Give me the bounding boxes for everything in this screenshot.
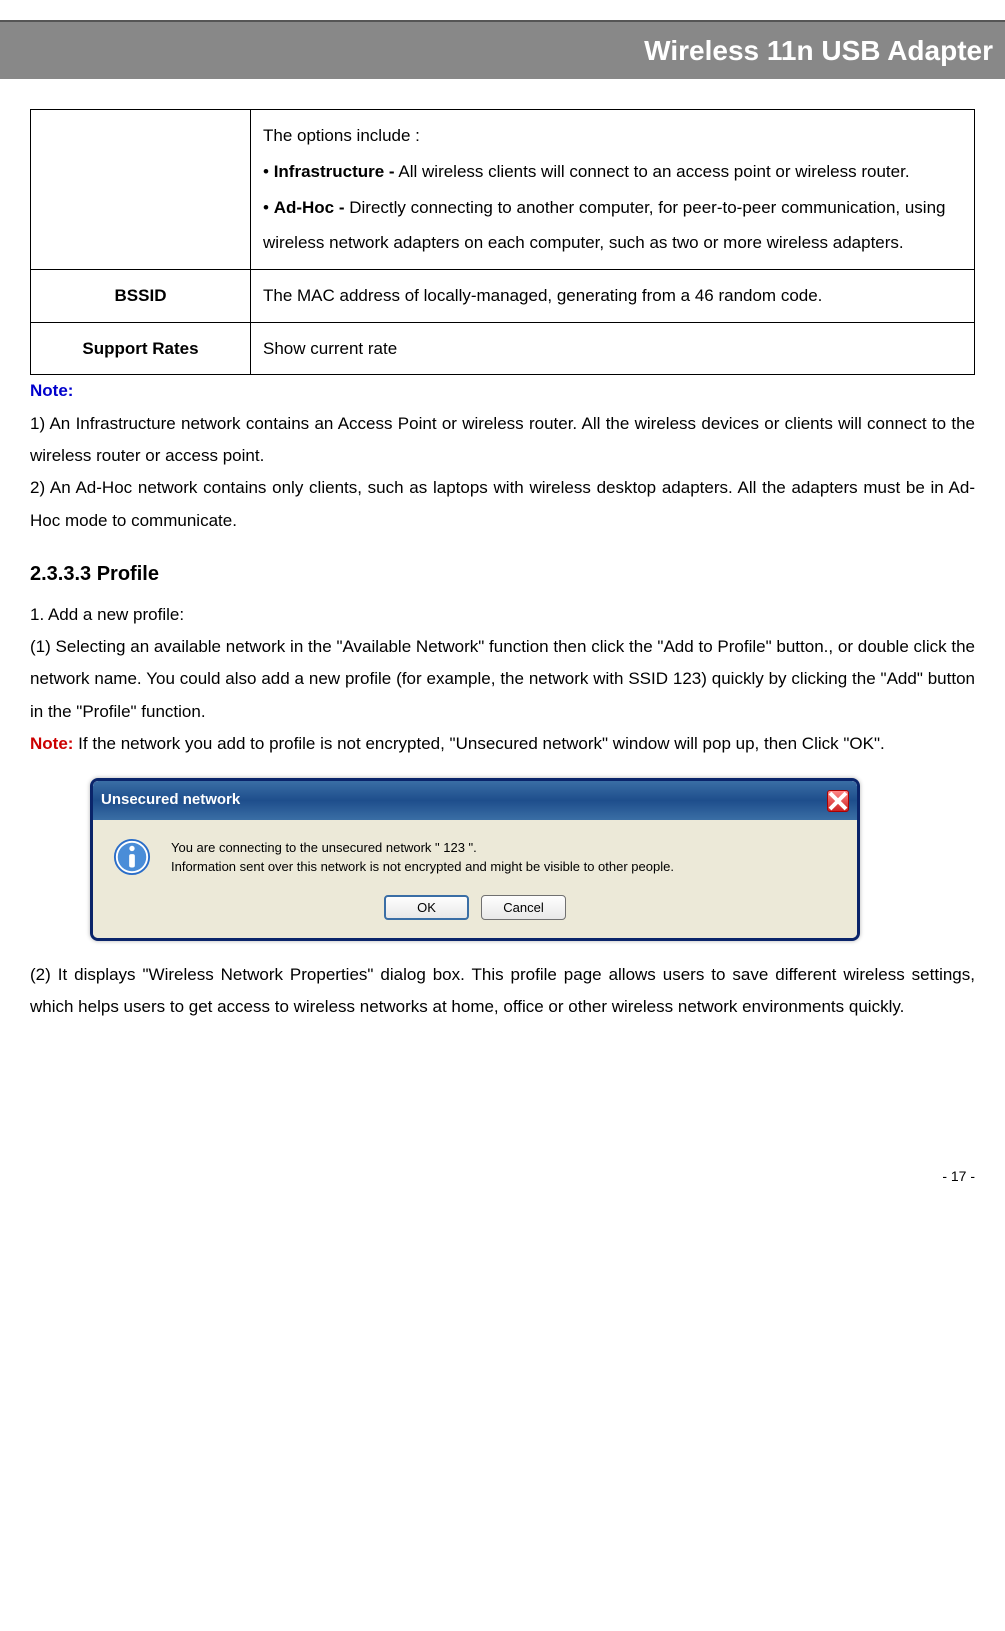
close-icon[interactable]: [827, 790, 849, 812]
page-header: Wireless 11n USB Adapter: [0, 20, 1005, 79]
dialog-message: You are connecting to the unsecured netw…: [171, 838, 674, 877]
profile-note-label: Note:: [30, 734, 73, 753]
dialog-screenshot: Unsecured network You are connecting to …: [90, 778, 975, 941]
dialog-line2: Information sent over this network is no…: [171, 857, 674, 877]
note-block: Note:: [30, 375, 975, 407]
options-intro: The options include :: [263, 118, 962, 154]
table-row: BSSID The MAC address of locally-managed…: [31, 269, 975, 322]
adhoc-line: • Ad-Hoc - Directly connecting to anothe…: [263, 190, 962, 261]
note-line2: 2) An Ad-Hoc network contains only clien…: [30, 472, 975, 537]
table-row: The options include : • Infrastructure -…: [31, 110, 975, 270]
row3-content: Show current rate: [251, 322, 975, 375]
table-row: Support Rates Show current rate: [31, 322, 975, 375]
adhoc-label: Ad-Hoc -: [274, 198, 345, 217]
note-line1: 1) An Infrastructure network contains an…: [30, 408, 975, 473]
dialog-title: Unsecured network: [101, 786, 240, 815]
profile-note: Note: If the network you add to profile …: [30, 728, 975, 760]
dialog-buttons: OK Cancel: [93, 895, 857, 938]
row2-content: The MAC address of locally-managed, gene…: [251, 269, 975, 322]
dialog-body: You are connecting to the unsecured netw…: [93, 820, 857, 895]
dialog-titlebar: Unsecured network: [93, 781, 857, 820]
row3-label: Support Rates: [31, 322, 251, 375]
note-label: Note:: [30, 381, 73, 400]
row1-label: [31, 110, 251, 270]
row1-content: The options include : • Infrastructure -…: [251, 110, 975, 270]
infra-label: Infrastructure -: [274, 162, 395, 181]
dialog-line1: You are connecting to the unsecured netw…: [171, 838, 674, 858]
infra-line: • Infrastructure - All wireless clients …: [263, 154, 962, 190]
info-icon: [113, 838, 151, 876]
adhoc-text: Directly connecting to another computer,…: [263, 198, 945, 253]
options-table: The options include : • Infrastructure -…: [30, 109, 975, 375]
page-number: - 17 -: [30, 1163, 975, 1190]
unsecured-dialog: Unsecured network You are connecting to …: [90, 778, 860, 941]
ok-button[interactable]: OK: [384, 895, 469, 920]
profile-para1: (1) Selecting an available network in th…: [30, 631, 975, 728]
infra-text: All wireless clients will connect to an …: [395, 162, 910, 181]
profile-heading: 2.3.3.3 Profile: [30, 555, 975, 593]
profile-para2: (2) It displays "Wireless Network Proper…: [30, 959, 975, 1024]
row2-label: BSSID: [31, 269, 251, 322]
cancel-button[interactable]: Cancel: [481, 895, 566, 920]
profile-line1: 1. Add a new profile:: [30, 599, 975, 631]
profile-note-text: If the network you add to profile is not…: [73, 734, 884, 753]
